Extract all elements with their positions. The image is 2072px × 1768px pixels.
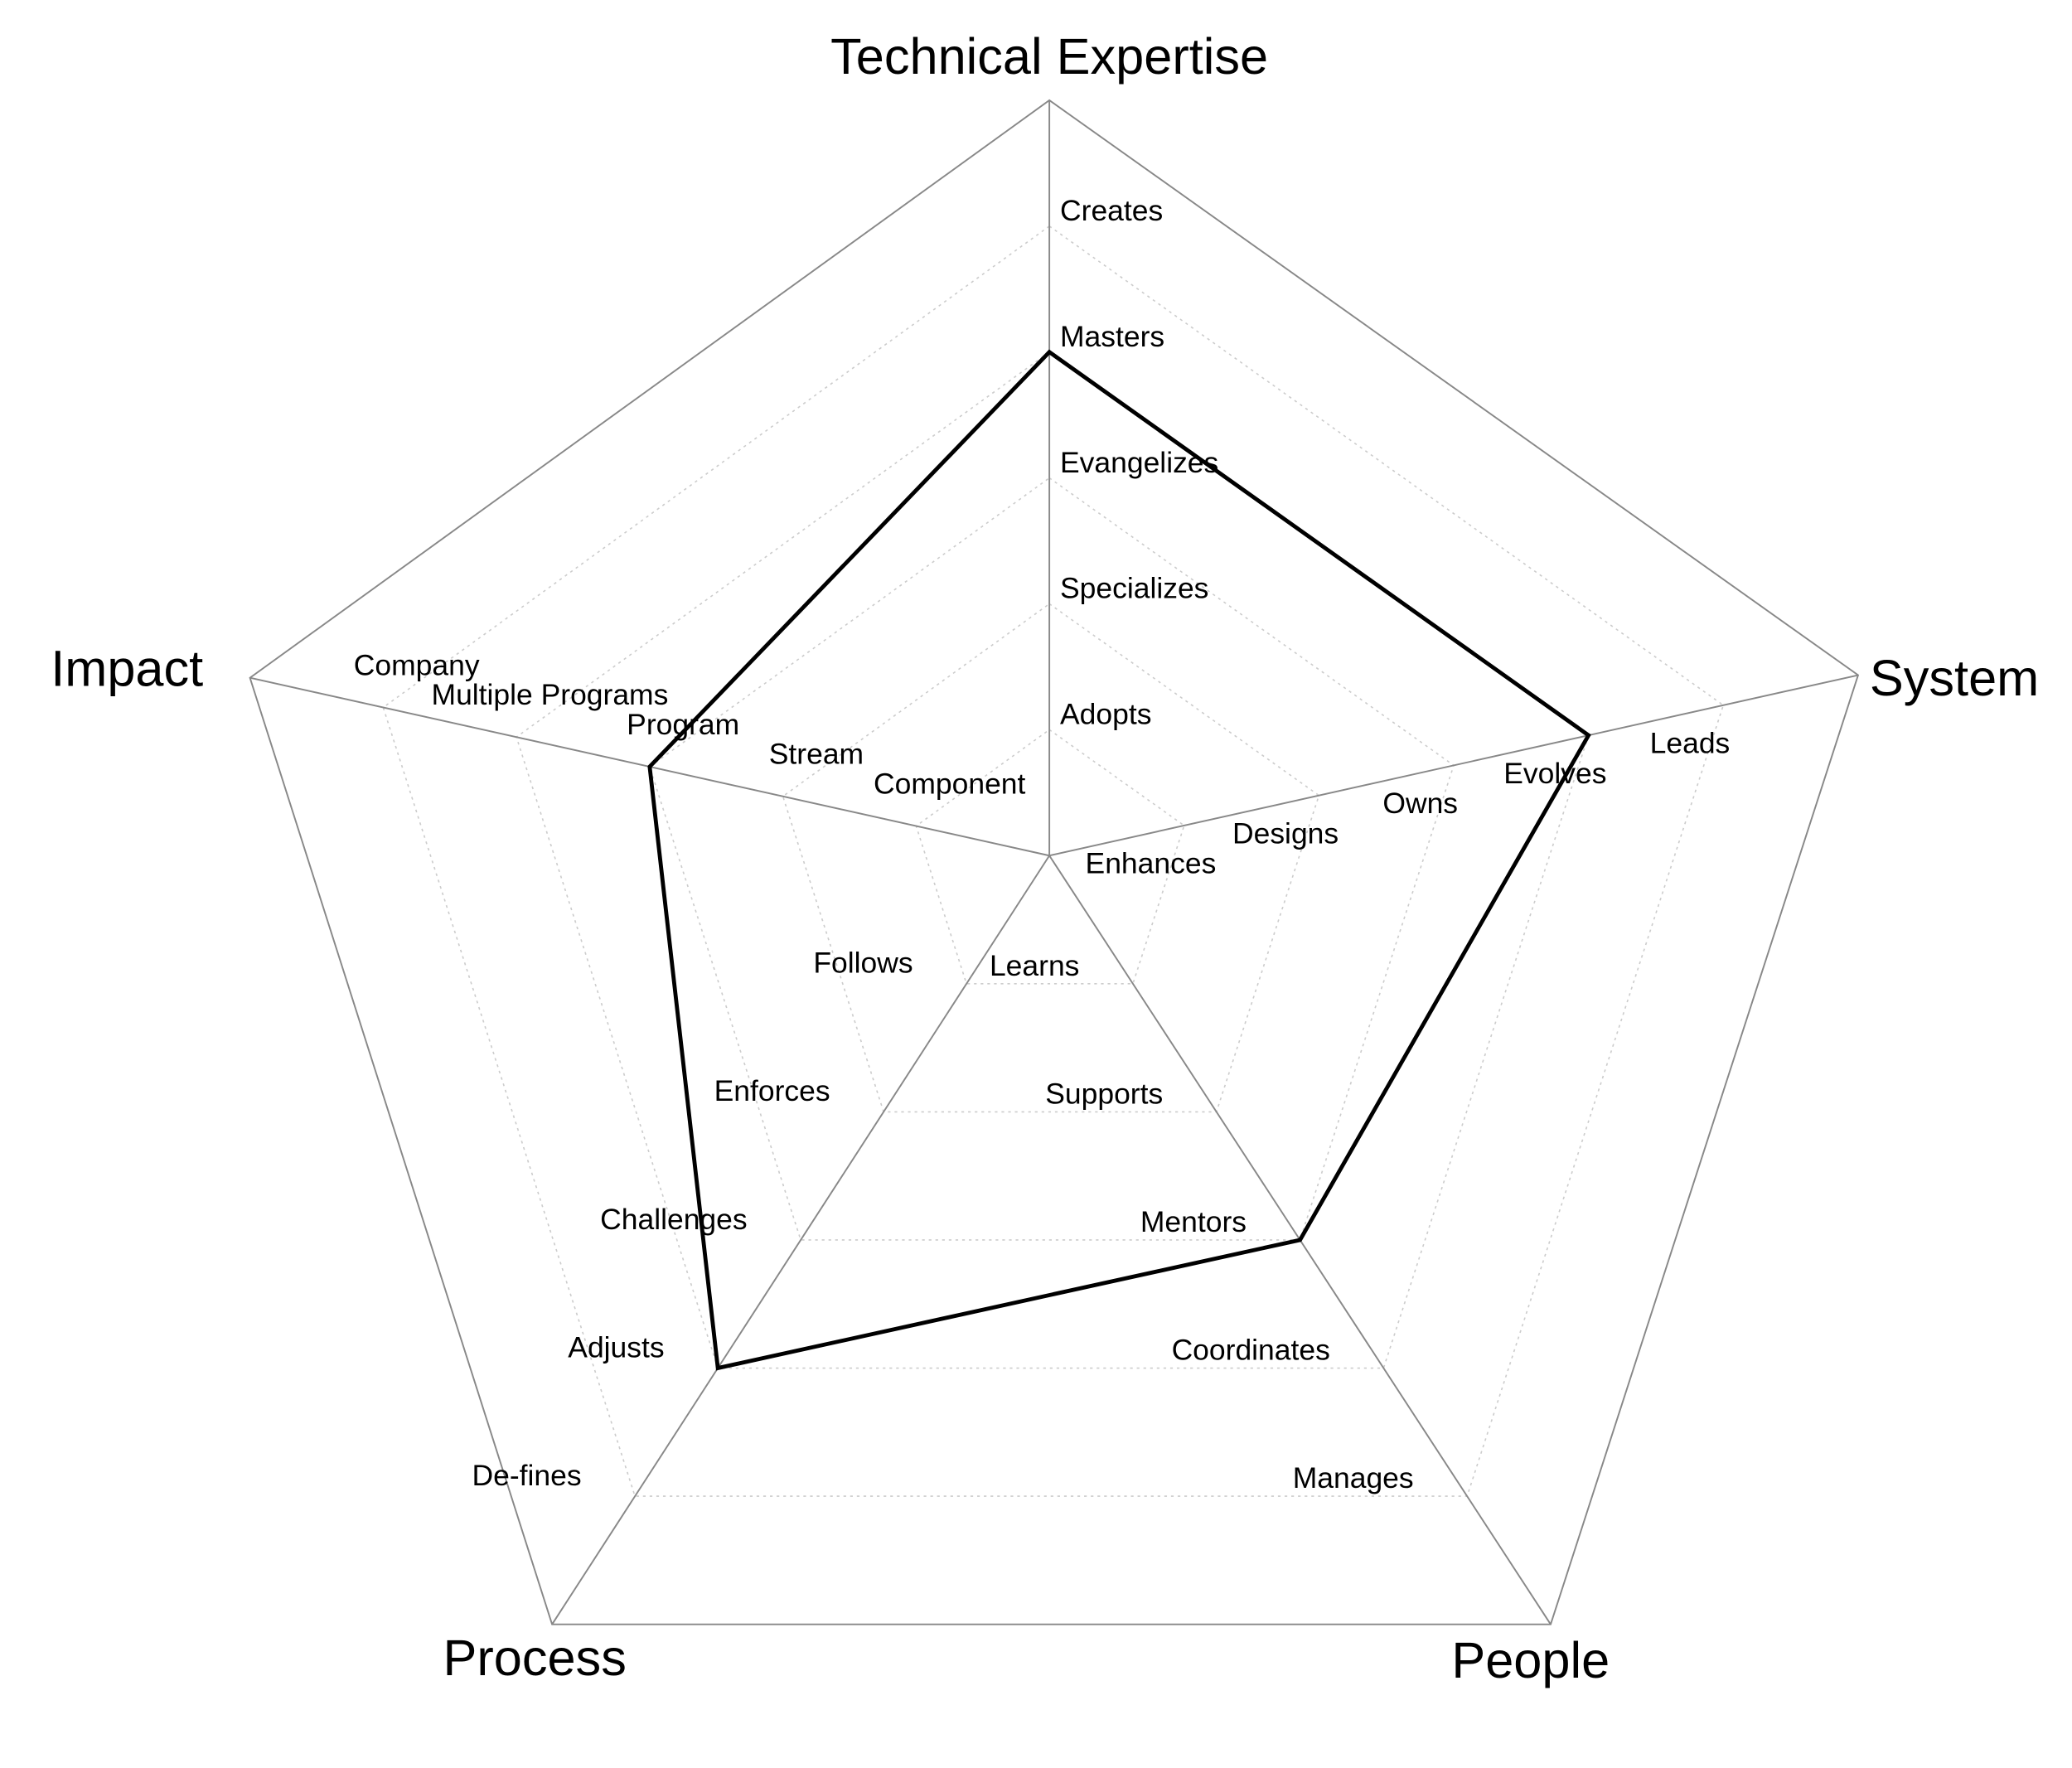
level-label: Designs <box>1232 816 1339 850</box>
level-label: Enhances <box>1086 847 1217 880</box>
level-label: Component <box>874 767 1026 800</box>
level-label: Evangelizes <box>1060 446 1218 479</box>
level-label: Coordinates <box>1172 1334 1330 1367</box>
level-label: Specializes <box>1060 572 1208 605</box>
data-polygon <box>647 349 1591 1371</box>
outer-ring <box>249 99 1860 1625</box>
axis-label: Impact <box>51 640 203 696</box>
level-label: Learns <box>990 949 1079 982</box>
grid-ring <box>648 477 1455 1241</box>
plot: Technical Expertise Adopts Specializes Evan… <box>51 28 2039 1688</box>
level-label: Follows <box>813 947 913 980</box>
axis-label: Process <box>443 1630 626 1686</box>
grid-ring <box>915 729 1185 985</box>
level-label: Masters <box>1060 320 1164 353</box>
level-label: Evolves <box>1503 757 1606 790</box>
grid-ring <box>516 351 1590 1369</box>
level-label: Manages <box>1293 1461 1414 1494</box>
level-label: Adopts <box>1060 698 1151 731</box>
spoke <box>1048 674 1859 857</box>
level-label: Leads <box>1650 727 1731 760</box>
level-label: Enforces <box>714 1074 830 1107</box>
level-label: Program <box>627 708 739 741</box>
level-label: Mentors <box>1140 1205 1247 1238</box>
level-label: Stream <box>769 738 864 771</box>
axis-label: System <box>1870 650 2039 706</box>
level-label: De-fines <box>472 1459 582 1492</box>
grid-ring <box>382 225 1725 1497</box>
axis-label: Technical Expertise <box>830 28 1268 85</box>
level-label: Company <box>354 648 480 681</box>
level-label: Owns <box>1382 787 1458 820</box>
level-label: Adjusts <box>568 1330 664 1364</box>
level-label: Supports <box>1045 1077 1163 1110</box>
level-label: Challenges <box>600 1203 747 1236</box>
axis-label: People <box>1451 1632 1610 1688</box>
grid-ring <box>782 603 1320 1113</box>
level-label: Creates <box>1060 194 1163 227</box>
spoke <box>551 855 1050 1625</box>
level-label: Multiple Programs <box>432 678 669 711</box>
